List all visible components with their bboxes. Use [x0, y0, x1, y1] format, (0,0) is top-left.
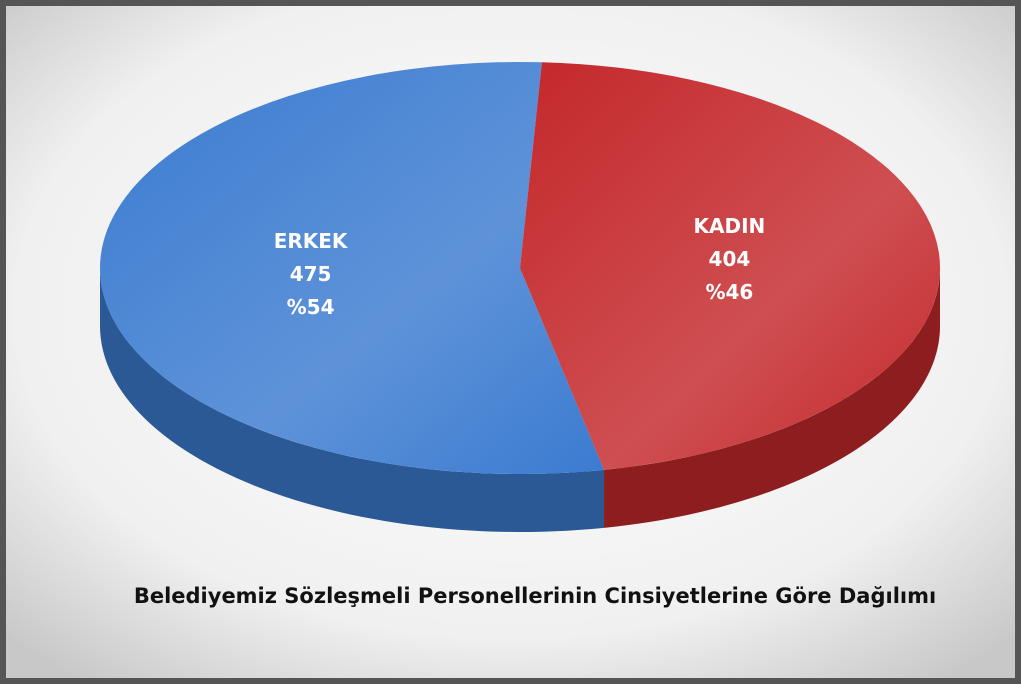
slice-side [604, 268, 940, 528]
value-label: 475 [290, 262, 332, 286]
slice-shine [100, 62, 605, 475]
slice-label: ERKEK [274, 229, 349, 253]
percent-label: %46 [705, 280, 753, 304]
slice-side [100, 268, 605, 532]
slice-label: KADIN [694, 214, 766, 238]
slice-shine [520, 62, 941, 470]
chart-title: Belediyemiz Sözleşmeli Personellerinin C… [134, 584, 936, 608]
percent-label: %54 [287, 295, 335, 319]
pie [100, 62, 941, 532]
value-label: 404 [709, 247, 751, 271]
